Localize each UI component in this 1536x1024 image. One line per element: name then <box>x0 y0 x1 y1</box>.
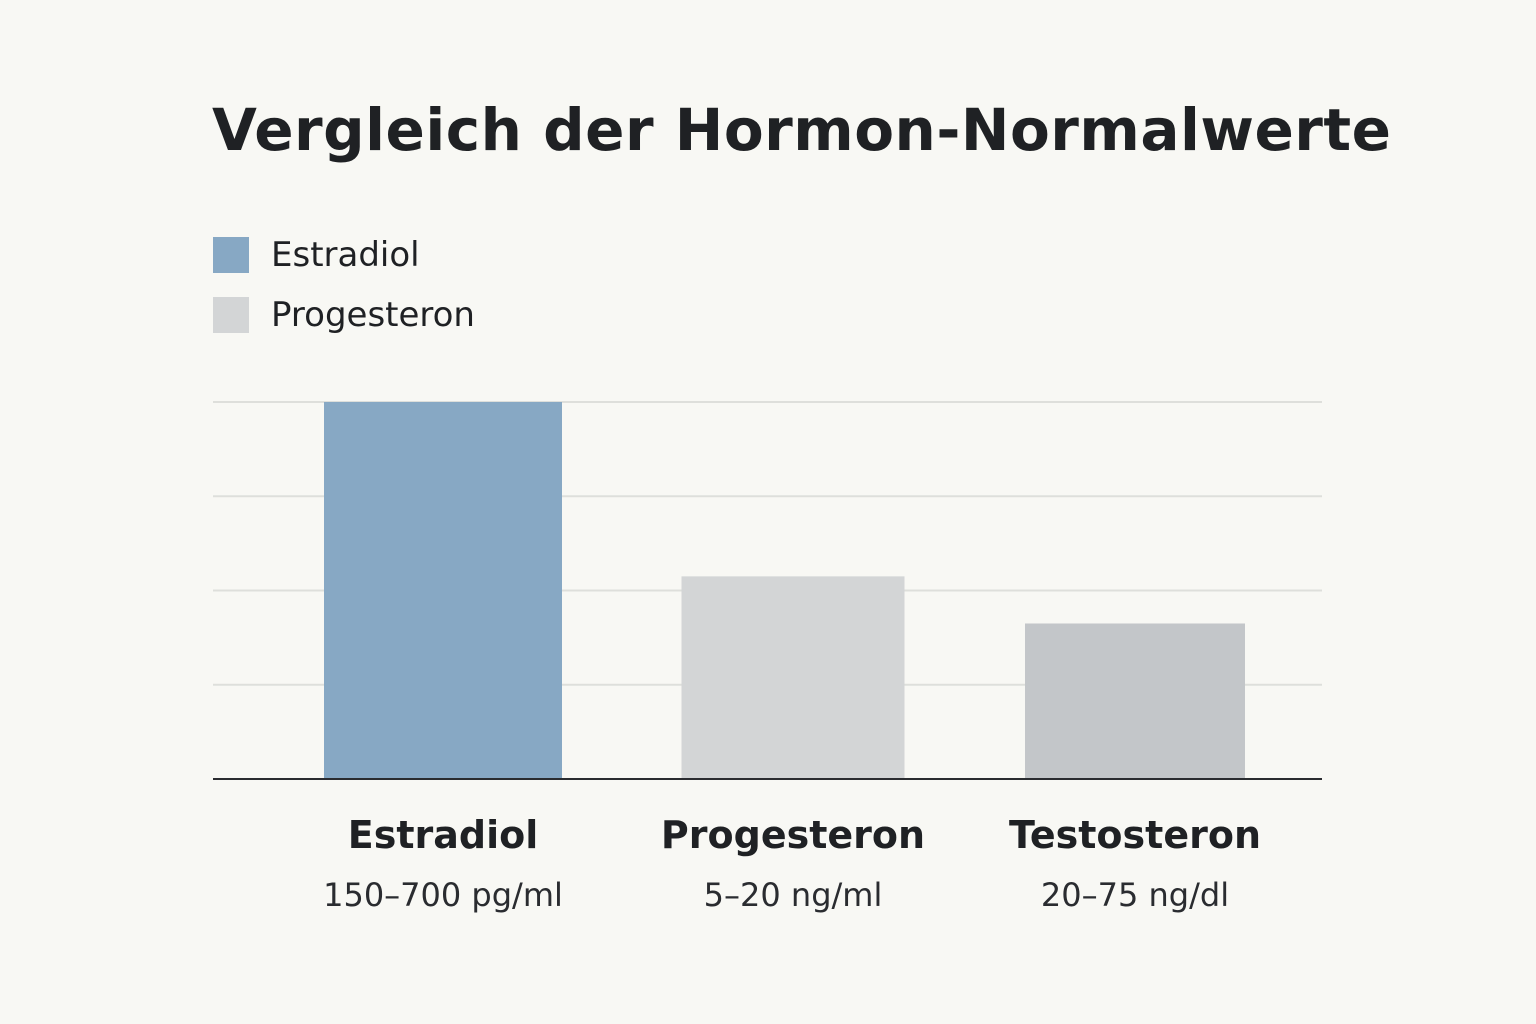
legend-item-progesteron: Progesteron <box>213 294 475 336</box>
legend-swatch-estradiol <box>213 237 249 273</box>
category-label-progesteron: Progesteron <box>661 813 925 857</box>
range-label-estradiol: 150–700 pg/ml <box>323 876 563 914</box>
chart-title: Vergleich der Hormon-Normalwerte <box>212 96 1392 164</box>
category-label-estradiol: Estradiol <box>348 813 538 857</box>
legend-item-estradiol: Estradiol <box>213 234 475 276</box>
range-label-progesteron: 5–20 ng/ml <box>704 876 883 914</box>
legend: Estradiol Progesteron <box>213 234 475 354</box>
bar-progesteron <box>681 576 905 779</box>
range-label-testosteron: 20–75 ng/dl <box>1041 876 1229 914</box>
category-label-testosteron: Testosteron <box>1009 813 1261 857</box>
bar-testosteron <box>1025 623 1245 779</box>
legend-label-estradiol: Estradiol <box>271 235 420 275</box>
bar-estradiol <box>324 402 562 779</box>
legend-swatch-progesteron <box>213 297 249 333</box>
legend-label-progesteron: Progesteron <box>271 295 475 335</box>
